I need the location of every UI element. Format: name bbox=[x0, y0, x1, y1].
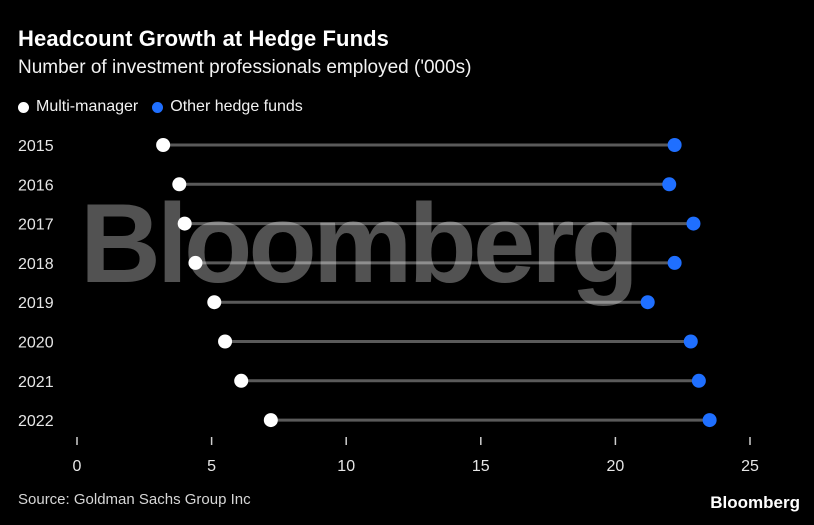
point-other-hedge-funds bbox=[667, 138, 682, 152]
point-other-hedge-funds bbox=[691, 373, 706, 388]
y-tick-label: 2021 bbox=[18, 374, 54, 391]
legend-label-other: Other hedge funds bbox=[170, 98, 303, 115]
x-tick-label: 20 bbox=[607, 458, 625, 475]
y-tick-label: 2022 bbox=[18, 413, 54, 430]
point-multi-manager bbox=[263, 413, 278, 428]
x-tick-label: 10 bbox=[337, 458, 355, 475]
bloomberg-logo: Bloomberg bbox=[710, 493, 800, 512]
legend-label-multi-manager: Multi-manager bbox=[36, 98, 139, 115]
y-tick-label: 2020 bbox=[18, 335, 54, 352]
legend-swatch-multi-manager bbox=[18, 101, 29, 113]
legend: Multi-manager Other hedge funds bbox=[18, 98, 317, 116]
y-tick-label: 2019 bbox=[18, 295, 54, 312]
point-other-hedge-funds bbox=[686, 216, 701, 231]
x-tick-label: 25 bbox=[741, 458, 759, 475]
x-tick-label: 0 bbox=[73, 458, 82, 475]
y-tick-label: 2017 bbox=[18, 217, 54, 234]
point-multi-manager bbox=[172, 177, 187, 192]
x-tick-label: 5 bbox=[207, 458, 216, 475]
legend-swatch-other bbox=[152, 101, 164, 113]
chart-title: Headcount Growth at Hedge Funds bbox=[18, 26, 389, 51]
source-note: Source: Goldman Sachs Group Inc bbox=[18, 491, 251, 508]
y-tick-label: 2018 bbox=[18, 256, 54, 273]
point-multi-manager bbox=[188, 255, 203, 270]
point-other-hedge-funds bbox=[667, 255, 682, 270]
point-other-hedge-funds bbox=[702, 413, 717, 428]
point-other-hedge-funds bbox=[662, 177, 677, 192]
point-multi-manager bbox=[218, 334, 233, 349]
point-multi-manager bbox=[156, 138, 171, 152]
point-multi-manager bbox=[207, 295, 222, 310]
point-multi-manager bbox=[177, 216, 192, 231]
point-other-hedge-funds bbox=[683, 334, 698, 349]
x-tick-label: 15 bbox=[472, 458, 490, 475]
y-tick-label: 2016 bbox=[18, 177, 54, 194]
legend-item-other: Other hedge funds bbox=[152, 98, 303, 116]
point-multi-manager bbox=[234, 373, 249, 388]
point-other-hedge-funds bbox=[640, 295, 655, 310]
chart-subtitle: Number of investment professionals emplo… bbox=[18, 57, 472, 78]
y-tick-label: 2015 bbox=[18, 138, 54, 155]
legend-item-multi-manager: Multi-manager bbox=[18, 98, 138, 116]
